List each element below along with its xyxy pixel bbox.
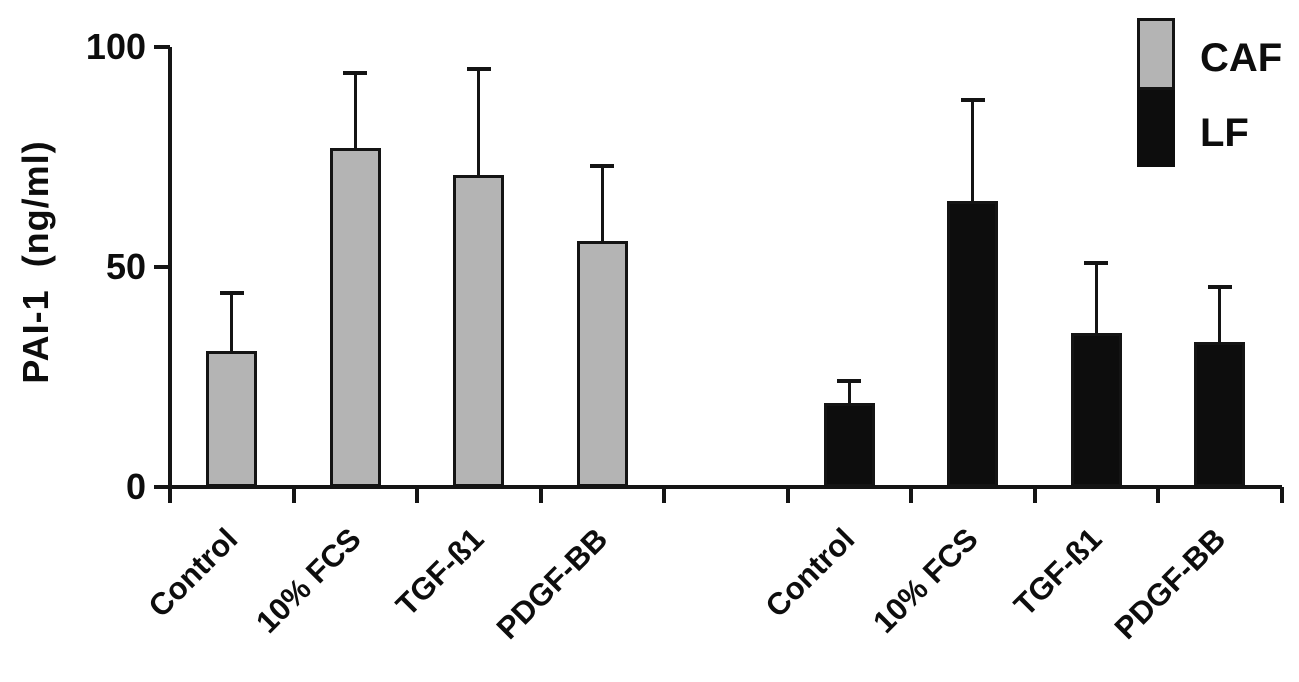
y-tick-label-100: 100 [85,26,146,67]
error-cap-lf-3 [1207,284,1232,289]
error-bar-lf-3 [1218,286,1222,342]
bar-lf-3 [1194,341,1246,487]
error-bar-caf-0 [230,293,234,351]
error-bar-lf-0 [847,381,851,404]
error-bar-caf-3 [600,165,604,241]
bar-caf-3 [576,240,628,487]
x-tick-0 [168,487,172,503]
bar-caf-2 [453,174,505,487]
x-tick-3 [538,487,543,503]
bar-lf-0 [823,403,875,487]
x-label-lf-3: PDGF-BB [1107,521,1232,646]
x-label-caf-3: PDGF-BB [489,521,615,646]
x-tick-4 [662,487,666,503]
x-tick-2 [415,487,419,503]
y-tick-label-0: 0 [125,466,146,507]
legend-label-lf: LF [1200,111,1249,155]
error-cap-caf-2 [466,67,491,71]
error-cap-lf-0 [837,379,862,384]
x-tick-1 [291,487,296,503]
bar-lf-1 [947,201,999,487]
x-tick-9 [1279,487,1284,503]
error-cap-lf-1 [960,97,985,102]
error-bar-caf-1 [353,73,357,149]
legend-label-caf: CAF [1200,36,1283,80]
y-axis-line [168,47,172,489]
y-tick-100 [154,45,170,49]
x-label-caf-1: 10% FCS [248,521,368,640]
x-label-caf-0: Control [141,521,244,624]
error-cap-lf-2 [1084,260,1109,265]
x-axis-line [168,485,1282,489]
x-label-lf-0: Control [758,521,862,624]
bar-caf-1 [329,148,381,487]
error-cap-caf-3 [590,163,615,168]
x-label-lf-2: TGF-ß1 [1006,521,1109,623]
legend-swatch-lf [1137,90,1175,167]
bar-lf-2 [1070,333,1122,487]
x-label-lf-1: 10% FCS [866,521,985,640]
x-tick-7 [1032,487,1037,503]
x-label-caf-2: TGF-ß1 [389,521,491,623]
error-bar-lf-1 [971,99,975,201]
y-tick-50 [154,265,170,269]
x-tick-6 [909,487,913,503]
y-tick-label-50: 50 [105,246,146,287]
legend-swatch-caf [1137,18,1175,90]
error-bar-caf-2 [477,69,481,175]
y-tick-0 [154,485,170,489]
x-tick-8 [1156,487,1160,503]
error-cap-caf-1 [343,71,368,76]
error-bar-lf-2 [1094,262,1098,333]
bar-caf-0 [206,350,258,487]
x-tick-5 [785,487,790,503]
error-cap-caf-0 [219,291,244,296]
